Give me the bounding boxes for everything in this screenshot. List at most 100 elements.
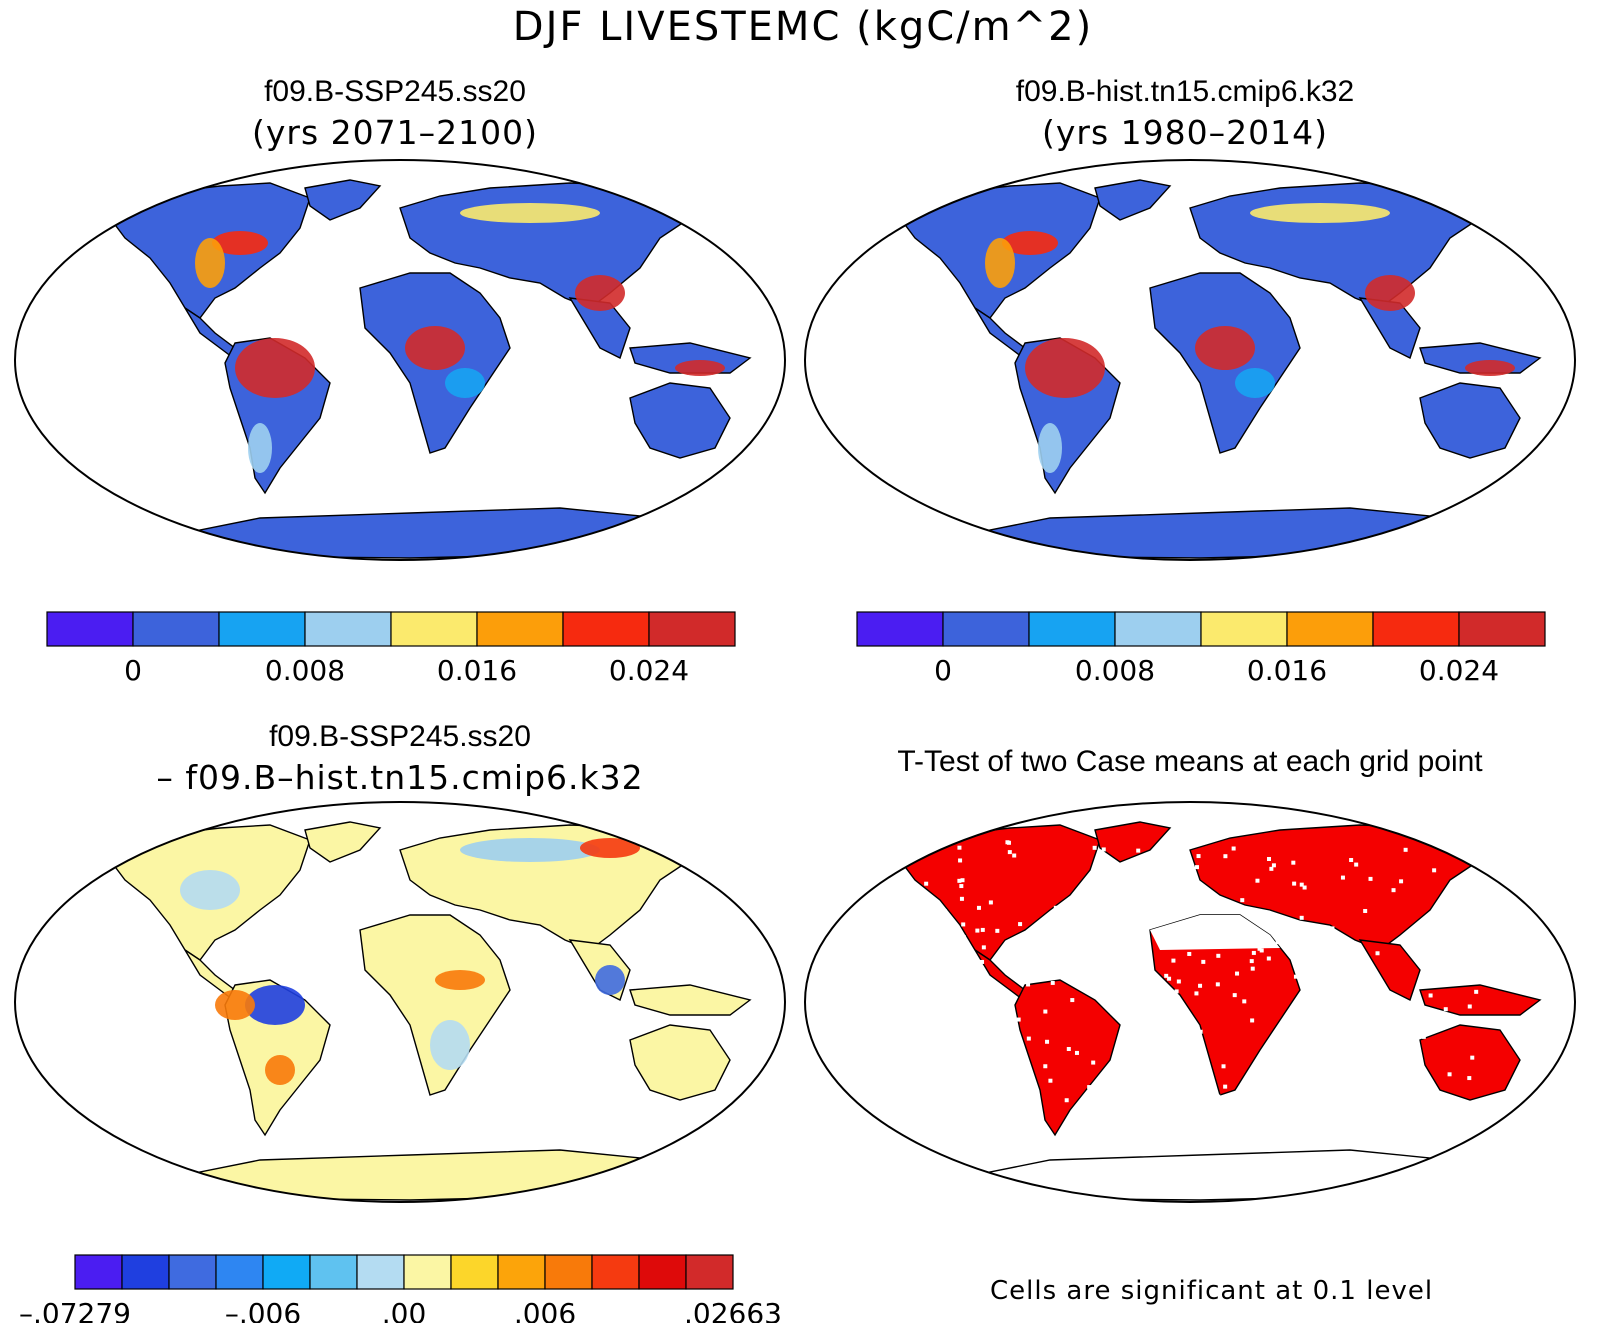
non-significant-cell [1175, 1101, 1180, 1106]
non-significant-cell [1194, 991, 1199, 996]
non-significant-cell [1008, 1054, 1013, 1059]
non-significant-cell [1368, 876, 1373, 881]
non-significant-cell [1263, 943, 1268, 948]
field-hotspot [575, 275, 625, 311]
colorbar-swatch [218, 611, 306, 647]
non-significant-cell [930, 945, 935, 950]
colorbar-swatch [1286, 611, 1374, 647]
land-indonesia [629, 984, 752, 1016]
field-hotspot [1365, 275, 1415, 311]
non-significant-cell [1432, 868, 1437, 873]
non-significant-cell [1443, 1007, 1448, 1012]
non-significant-cell [1231, 846, 1236, 851]
non-significant-cell [1007, 850, 1012, 855]
non-significant-cell [987, 1035, 992, 1040]
figure-title: DJF LIVESTEMC (kgC/m^2) [512, 4, 1094, 50]
non-significant-cell [1070, 998, 1075, 1003]
colorbar-tick-label: 0.024 [609, 654, 689, 687]
non-significant-cell [1302, 885, 1307, 890]
field-hotspot [1025, 338, 1105, 398]
colorbar-swatch [544, 1254, 593, 1290]
land-greenland [1094, 179, 1172, 221]
colorbar-tick-label: 0.008 [1075, 654, 1155, 687]
non-significant-cell [1425, 933, 1430, 938]
colorbar-tick-label: .00 [382, 1297, 427, 1323]
land-australia [629, 382, 731, 459]
non-significant-cell [956, 1090, 961, 1095]
non-significant-cell [1467, 1004, 1472, 1009]
non-significant-cell [1428, 993, 1433, 998]
colorbar-tick-label: 0 [934, 654, 952, 687]
colorbar-swatch [132, 611, 220, 647]
panel-1-subtitle: (yrs 2071–2100) [252, 113, 538, 152]
non-significant-cell [975, 928, 980, 933]
field-hotspot [1235, 368, 1275, 398]
non-significant-cell [1362, 1027, 1367, 1032]
non-significant-cell [1320, 1028, 1325, 1033]
colorbar-swatch [390, 611, 478, 647]
non-significant-cell [1113, 934, 1118, 939]
non-significant-cell [1091, 1060, 1096, 1065]
land-africa [1149, 914, 1301, 1096]
non-significant-cell [914, 937, 919, 942]
non-significant-cell [1391, 888, 1396, 893]
non-significant-cell [914, 1044, 919, 1049]
land-greenland [304, 179, 382, 221]
non-significant-cell [1345, 1051, 1350, 1056]
colorbar-swatch [591, 1254, 640, 1290]
non-significant-cell [957, 878, 962, 883]
map-panel-case2 [804, 159, 1576, 561]
non-significant-cell [1250, 966, 1255, 971]
non-significant-cell [1305, 1030, 1310, 1035]
colorbar-tick-label: 0.016 [1247, 654, 1327, 687]
non-significant-cell [1402, 1042, 1407, 1047]
panel-3-title: f09.B-SSP245.ss20 [269, 720, 531, 753]
non-significant-cell [1110, 902, 1115, 907]
non-significant-cell [1065, 937, 1070, 942]
non-significant-cell [1180, 1107, 1185, 1112]
colorbar-swatch [450, 1254, 499, 1290]
land-southAmerica [1014, 979, 1121, 1137]
field-hotspot [435, 970, 485, 990]
non-significant-cell [995, 928, 1000, 933]
non-significant-cell [1215, 982, 1220, 987]
non-significant-cell [1131, 1095, 1136, 1100]
non-significant-cell [1087, 1085, 1092, 1090]
non-significant-cell [1251, 1100, 1256, 1105]
non-significant-cell [1165, 860, 1170, 865]
colorbar-swatch [1028, 611, 1116, 647]
non-significant-cell [1171, 958, 1176, 963]
non-significant-cell [1398, 1108, 1403, 1113]
non-significant-cell [1343, 1012, 1348, 1017]
non-significant-cell [954, 1077, 959, 1082]
colorbar-swatch [638, 1254, 687, 1290]
non-significant-cell [1006, 840, 1011, 845]
non-significant-cell [1435, 1023, 1440, 1028]
field-hotspot [1465, 360, 1515, 376]
colorbar-difference: –.07279 –.006 .00 .006 .02663 [19, 1254, 782, 1323]
field-hotspot [430, 1020, 470, 1070]
non-significant-cell [972, 974, 977, 979]
non-significant-cell [1045, 1039, 1050, 1044]
colorbar-tick-label: .006 [514, 1297, 576, 1323]
colorbar-swatch [476, 611, 564, 647]
non-significant-cell [959, 896, 964, 901]
non-significant-cell [1325, 1012, 1330, 1017]
non-significant-cell [1464, 927, 1469, 932]
non-significant-cell [1083, 1096, 1088, 1101]
non-significant-cell [1340, 875, 1345, 880]
non-significant-cell [1143, 869, 1148, 874]
non-significant-cell [1084, 944, 1089, 949]
non-significant-cell [957, 845, 962, 850]
non-significant-cell [1375, 951, 1380, 956]
map-border [14, 801, 786, 1203]
field-hotspot [460, 203, 600, 223]
non-significant-cell [980, 959, 985, 964]
non-significant-cell [1382, 1005, 1387, 1010]
non-significant-cell [1350, 1016, 1355, 1021]
non-significant-cell [1109, 952, 1114, 957]
field-hotspot [460, 838, 600, 862]
non-significant-cell [963, 960, 968, 965]
non-significant-cell [1304, 1014, 1309, 1019]
land-greenland [304, 821, 382, 863]
